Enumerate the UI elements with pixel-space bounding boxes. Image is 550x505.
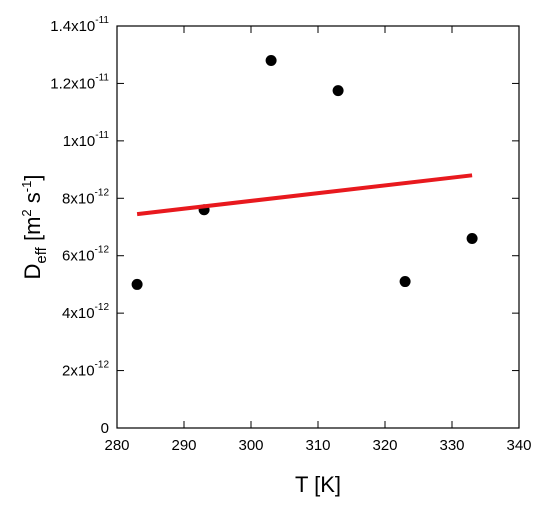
x-tick-label-4: 320 — [372, 437, 397, 454]
x-tick-label-1: 290 — [171, 437, 196, 454]
y-tick-label-5: 1x10-11 — [63, 130, 110, 150]
y-tick-label-7: 1.4x10-11 — [50, 15, 109, 35]
fit-line — [136, 173, 473, 217]
x-tick-label-3: 310 — [305, 437, 330, 454]
y-tick-label-6: 1.2x10-11 — [50, 72, 109, 92]
y-tick-label-0: 0 — [101, 420, 109, 437]
data-point-3 — [332, 85, 344, 97]
x-tick-label-5: 330 — [439, 437, 464, 454]
data-marks — [131, 54, 478, 290]
y-tick-label-2: 4x10-12 — [62, 302, 109, 322]
data-point-4 — [399, 276, 411, 288]
data-point-0 — [131, 278, 143, 290]
data-point-5 — [466, 232, 478, 244]
y-axis-title: Deff [m2 s-1] — [19, 175, 50, 280]
x-tick-label-0: 280 — [104, 437, 129, 454]
x-tick-label-6: 340 — [506, 437, 531, 454]
plot-frame — [116, 25, 520, 429]
axis-ticks: 280 290 300 310 320 330 340 0 2x10-12 4x10-12 6x10… — [50, 15, 531, 454]
y-tick-label-3: 6x10-12 — [62, 245, 109, 265]
y-tick-label-4: 8x10-12 — [62, 187, 109, 207]
x-axis-title: T [K] — [295, 472, 341, 497]
data-point-2 — [265, 54, 277, 66]
x-tick-label-2: 300 — [238, 437, 263, 454]
y-tick-label-1: 2x10-12 — [62, 360, 109, 380]
